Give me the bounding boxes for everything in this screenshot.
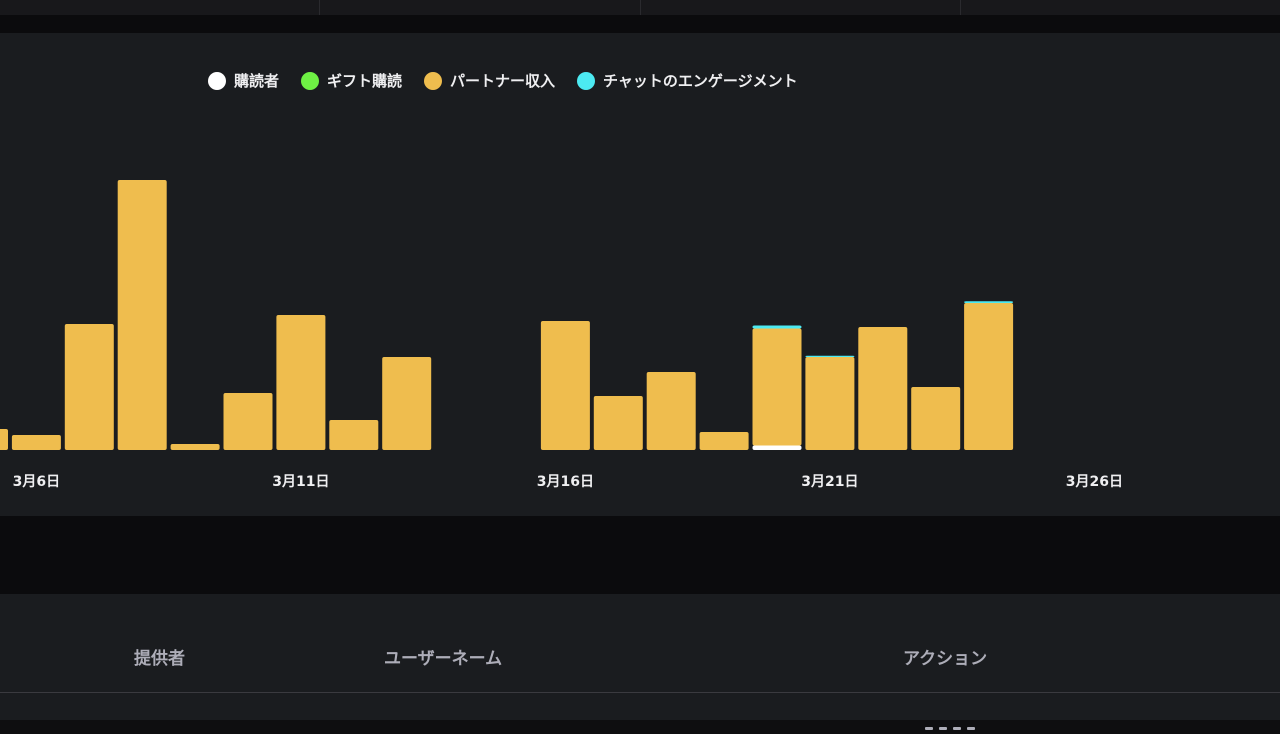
revenue-chart-panel: 購読者 ギフト購読 パートナー収入 チャットのエンゲージメント 3月6日 3月11…	[0, 33, 1280, 516]
x-tick-label: 3月6日	[13, 474, 60, 490]
column-header-action[interactable]: アクション	[903, 649, 988, 669]
bar-partner-revenue[interactable]	[646, 372, 696, 450]
bar-partner-revenue[interactable]	[540, 321, 590, 450]
top-strip-cell	[641, 0, 961, 15]
legend-item-chat-engagement[interactable]: チャットのエンゲージメント	[577, 70, 798, 91]
legend-dot-partner-revenue	[424, 71, 443, 90]
legend-label: 購読者	[234, 72, 280, 90]
bar-partner-revenue[interactable]	[276, 315, 326, 450]
bar-partner-revenue[interactable]	[11, 435, 61, 450]
legend-item-subscribers[interactable]: 購読者	[208, 70, 279, 91]
bar-partner-revenue[interactable]	[223, 393, 273, 450]
bar-group	[0, 180, 1014, 451]
bar-chart: 3月6日 3月11日 3月16日 3月21日 3月26日	[0, 180, 1123, 490]
top-strip-cell	[0, 0, 321, 15]
chart-legend: 購読者 ギフト購読 パートナー収入 チャットのエンゲージメント	[208, 70, 820, 91]
legend-dot-gift-subs	[301, 71, 320, 90]
bar-partner-revenue[interactable]	[911, 387, 961, 450]
bar-partner-revenue[interactable]	[593, 396, 643, 450]
bar-partner-revenue[interactable]	[699, 432, 749, 450]
column-header-username[interactable]: ユーザーネーム	[384, 649, 503, 669]
bar-chat-engagement[interactable]	[805, 355, 855, 357]
top-tab-strip	[0, 0, 1280, 15]
legend-dot-subscribers	[208, 71, 226, 90]
bar-chat-engagement[interactable]	[752, 325, 802, 329]
legend-label: ギフト購読	[327, 72, 403, 90]
legend-item-gift-subs[interactable]: ギフト購読	[301, 70, 402, 91]
bar-chat-engagement[interactable]	[964, 301, 1014, 303]
bar-partner-revenue[interactable]	[117, 180, 167, 450]
x-tick-label: 3月26日	[1066, 474, 1123, 490]
x-axis-ticks: 3月6日 3月11日 3月16日 3月21日 3月26日	[13, 474, 1123, 490]
column-header-provider[interactable]: 提供者	[134, 649, 185, 669]
bar-partner-revenue[interactable]	[382, 357, 432, 450]
legend-label: パートナー収入	[450, 72, 556, 90]
x-tick-label: 3月16日	[537, 474, 594, 490]
top-strip-cell	[961, 0, 1280, 15]
events-table: 提供者 ユーザーネーム アクション	[0, 594, 1280, 730]
section-gap	[0, 15, 1280, 33]
bar-subscribers[interactable]	[752, 445, 802, 451]
x-tick-label: 3月11日	[272, 474, 329, 490]
legend-label: チャットのエンゲージメント	[603, 72, 798, 90]
header-divider	[0, 692, 1280, 693]
bar-partner-revenue[interactable]	[964, 303, 1014, 450]
bar-partner-revenue[interactable]	[752, 328, 802, 446]
legend-item-partner-revenue[interactable]: パートナー収入	[424, 70, 555, 91]
bar-partner-revenue[interactable]	[329, 420, 379, 450]
bar-partner-revenue[interactable]	[805, 357, 855, 450]
x-tick-label: 3月21日	[801, 474, 858, 490]
bar-partner-revenue[interactable]	[858, 327, 908, 450]
top-strip-cell	[320, 0, 641, 15]
table-row[interactable]	[925, 715, 995, 730]
section-gap	[0, 516, 1280, 594]
bar-partner-revenue[interactable]	[64, 324, 114, 450]
bar-partner-revenue[interactable]	[0, 429, 8, 450]
legend-dot-chat-engagement	[577, 71, 596, 90]
bar-partner-revenue[interactable]	[170, 444, 220, 450]
